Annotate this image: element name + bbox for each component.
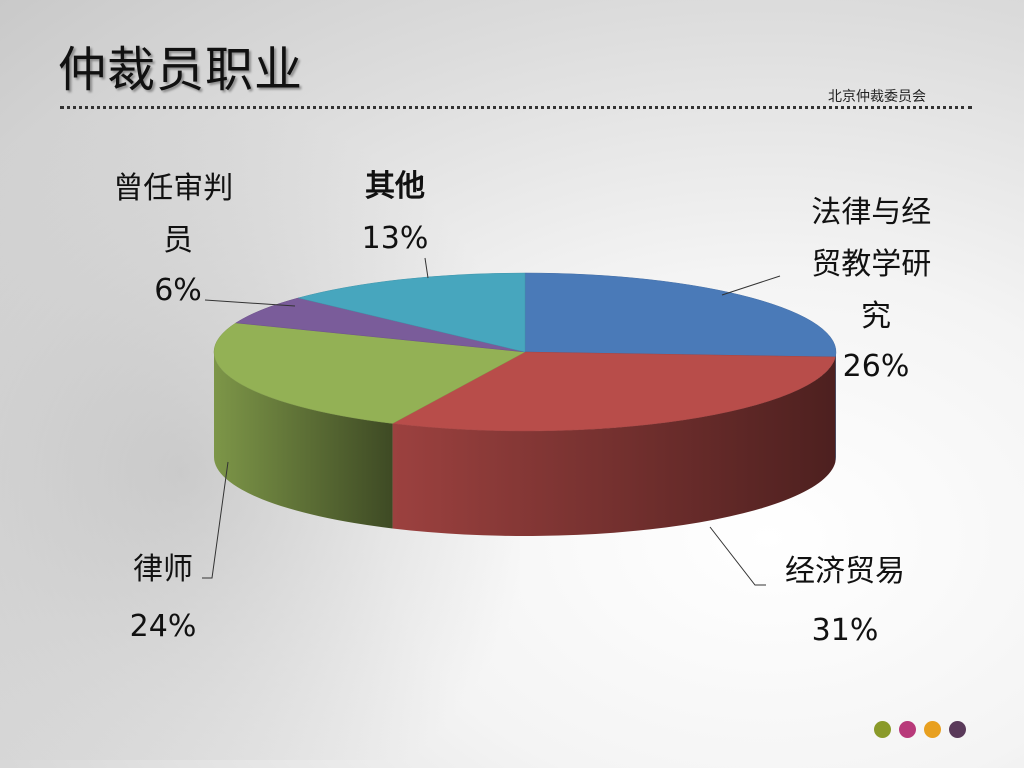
leader-line xyxy=(424,257,429,279)
slice-percent-economy-trade: 31% xyxy=(812,613,879,648)
decorative-dots xyxy=(874,721,966,738)
slice-label-teaching-research: 法律与经 贸教学研 究 xyxy=(811,195,941,334)
slice-label-former-judge: 曾任审判 员 xyxy=(113,171,243,258)
pie-top-group xyxy=(213,272,837,432)
leader-line xyxy=(709,526,766,586)
slice-percent-other: 13% xyxy=(362,221,429,256)
decor-dot xyxy=(924,721,941,738)
leader-line xyxy=(202,461,229,579)
pie-side-group xyxy=(214,352,836,536)
decor-dot xyxy=(949,721,966,738)
slice-percent-teaching-research: 26% xyxy=(843,349,910,384)
leader-line xyxy=(721,275,781,296)
pie-slice-side xyxy=(214,352,393,529)
pie-slice xyxy=(235,297,526,353)
pie-slice xyxy=(391,351,836,432)
slide-title: 仲裁员职业 xyxy=(58,42,304,98)
pie-slice xyxy=(298,272,526,353)
slice-label-other: 其他 xyxy=(365,169,425,204)
decor-dot xyxy=(874,721,891,738)
slice-percent-former-judge: 6% xyxy=(154,273,202,308)
pie-slice-side xyxy=(835,352,836,462)
title-divider xyxy=(60,106,972,109)
pie-slice xyxy=(524,272,837,358)
pie-slice xyxy=(213,322,526,424)
leader-lines xyxy=(202,257,781,586)
slice-label-economy-trade: 经济贸易 xyxy=(785,554,905,589)
leader-line xyxy=(204,299,296,307)
slice-label-lawyer: 律师 xyxy=(133,552,193,587)
organization-name: 北京仲裁委员会 xyxy=(828,89,926,105)
decor-dot xyxy=(899,721,916,738)
slice-percent-lawyer: 24% xyxy=(130,609,197,644)
pie-slice-side xyxy=(392,356,836,536)
